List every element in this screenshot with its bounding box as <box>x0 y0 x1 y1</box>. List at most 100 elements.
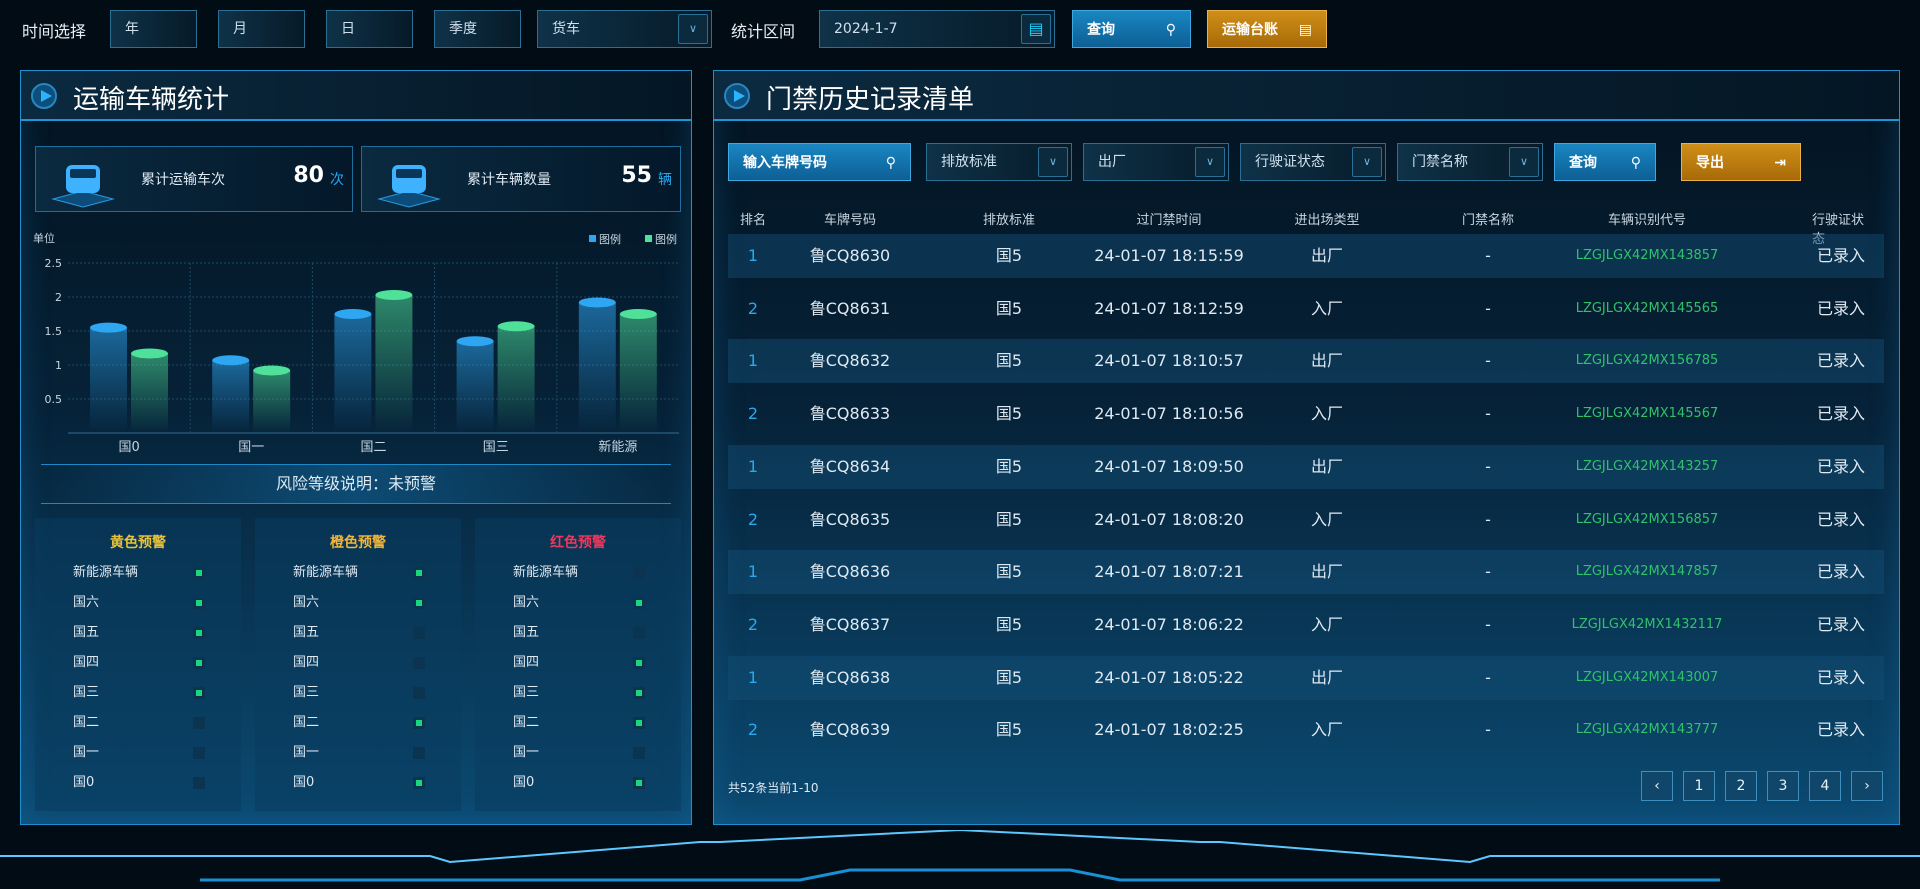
chevron-down-icon[interactable]: ∨ <box>1195 147 1225 177</box>
warning-item-label: 国一 <box>513 745 540 760</box>
bar-cap <box>131 348 168 359</box>
license-value: 行驶证状态 <box>1255 154 1325 170</box>
warning-item: 国一 <box>255 738 461 768</box>
table-row[interactable]: 1 鲁CQ8630 国5 24-01-07 18:15:59 出厂 - LZGJLGX42M… <box>728 234 1884 278</box>
bar-cap <box>212 355 250 366</box>
table-cell: 鲁CQ8630 <box>809 246 891 265</box>
search-icon: ⚲ <box>885 155 896 171</box>
prev-page-button[interactable]: ‹ <box>1641 771 1673 801</box>
gate-history-panel: 门禁历史记录清单 输入车牌号码 ⚲ 排放标准 ∨ 出厂 ∨ 行驶证状态 ∨ 门禁名称 ∨ … <box>713 70 1900 825</box>
y-tick-label: 1 <box>55 359 62 372</box>
warning-item: 国三 <box>255 678 461 708</box>
legend-label: 图例 <box>655 232 677 246</box>
query-button[interactable]: 查询 ⚲ <box>1554 143 1656 181</box>
table-cell: 已录入 <box>1816 456 1866 476</box>
warning-item: 国五 <box>255 618 461 648</box>
column-header: 过门禁时间 <box>1136 213 1202 228</box>
table-row[interactable]: 1 鲁CQ8632 国5 24-01-07 18:10:57 出厂 - LZGJLGX42M… <box>728 339 1884 384</box>
calendar-icon[interactable]: ▤ <box>1021 14 1051 44</box>
status-indicator-icon <box>413 777 425 789</box>
warning-item-label: 国三 <box>513 685 540 700</box>
table-cell: 24-01-07 18:09:50 <box>1094 456 1244 476</box>
table-cell: 国5 <box>995 351 1023 371</box>
warning-item: 国六 <box>35 588 241 618</box>
table-cell: 国5 <box>995 509 1023 529</box>
table-row[interactable]: 1 鲁CQ8634 国5 24-01-07 18:09:50 出厂 - LZGJLGX42M… <box>728 444 1884 489</box>
page-button[interactable]: 4 <box>1809 771 1841 801</box>
vehicle-type-select[interactable]: 货车 ∨ <box>537 10 712 48</box>
gate-select[interactable]: 门禁名称 ∨ <box>1397 143 1543 181</box>
plate-search-input[interactable]: 输入车牌号码 ⚲ <box>728 143 911 181</box>
warning-column: 黄色预警 新能源车辆 国六 国五 国四 国三 国二 国一 国0 <box>35 518 241 811</box>
table-cell: - <box>1485 298 1491 318</box>
table-cell: 2 <box>747 404 759 424</box>
table-cell: 国5 <box>995 720 1023 740</box>
table-cell: - <box>1485 667 1491 687</box>
table-row[interactable]: 2 鲁CQ8631 国5 24-01-07 18:12:59 入厂 - LZGJLGX42M… <box>728 287 1884 331</box>
bar-cap <box>90 322 127 333</box>
emission-select[interactable]: 排放标准 ∨ <box>926 143 1072 181</box>
table-row[interactable]: 1 鲁CQ8636 国5 24-01-07 18:07:21 出厂 - LZGJLGX42M… <box>728 550 1884 595</box>
time-select-label: 时间选择 <box>22 22 87 41</box>
status-indicator-icon <box>193 657 205 669</box>
bar-cap <box>253 365 291 376</box>
table-row[interactable]: 2 鲁CQ8635 国5 24-01-07 18:08:20 入厂 - LZGJLGX42M… <box>728 498 1884 542</box>
risk-level-banner: 风险等级说明：未预警 <box>41 464 671 504</box>
page-button[interactable]: 1 <box>1683 771 1715 801</box>
warning-item: 国0 <box>35 768 241 798</box>
table-cell: 入厂 <box>1310 404 1344 424</box>
status-indicator-icon <box>413 567 425 579</box>
legend-swatch <box>645 235 652 242</box>
license-select[interactable]: 行驶证状态 ∨ <box>1240 143 1386 181</box>
table-cell: 鲁CQ8638 <box>809 667 891 687</box>
warning-item-label: 国五 <box>513 625 540 640</box>
warning-item-label: 国二 <box>73 715 100 730</box>
search-icon: ⚲ <box>1630 155 1641 171</box>
table-cell: - <box>1485 246 1491 265</box>
chevron-down-icon[interactable]: ∨ <box>1038 147 1068 177</box>
stat-label: 累计运输车次 <box>141 172 225 188</box>
status-indicator-icon <box>413 717 425 729</box>
bar <box>619 314 657 433</box>
ledger-button[interactable]: 运输台账 ▤ <box>1207 10 1327 48</box>
status-indicator-icon <box>633 657 645 669</box>
chevron-down-icon[interactable]: ∨ <box>678 14 708 44</box>
table-cell: 已录入 <box>1816 298 1866 318</box>
chevron-down-icon[interactable]: ∨ <box>1352 147 1382 177</box>
table-row[interactable]: 2 鲁CQ8633 国5 24-01-07 18:10:56 入厂 - LZGJLGX42M… <box>728 392 1884 436</box>
table-cell: 2 <box>747 720 759 740</box>
table-row[interactable]: 2 鲁CQ8637 国5 24-01-07 18:06:22 入厂 - LZGJLGX42M… <box>728 603 1884 647</box>
warning-item-label: 国六 <box>73 595 100 610</box>
table-cell: 鲁CQ8634 <box>809 456 891 476</box>
gate-value: 门禁名称 <box>1412 154 1468 170</box>
next-page-button[interactable]: › <box>1851 771 1883 801</box>
y-tick-label: 1.5 <box>45 325 63 338</box>
direction-select[interactable]: 出厂 ∨ <box>1083 143 1229 181</box>
status-indicator-icon <box>193 687 205 699</box>
quarter-select[interactable]: 季度 <box>434 10 521 48</box>
year-select[interactable]: 年 <box>110 10 197 48</box>
export-button[interactable]: 导出 ⇥ <box>1681 143 1801 181</box>
table-cell: - <box>1485 614 1491 634</box>
day-select[interactable]: 日 <box>326 10 413 48</box>
table-cell: 已录入 <box>1816 667 1866 687</box>
date-input[interactable]: 2024-1-7 ▤ <box>819 10 1055 48</box>
page-button[interactable]: 3 <box>1767 771 1799 801</box>
warning-item: 国三 <box>475 678 681 708</box>
month-select[interactable]: 月 <box>218 10 305 48</box>
table-cell: LZGJLGX42MX156785 <box>1575 353 1719 369</box>
table-cell: 24-01-07 18:07:21 <box>1094 562 1244 582</box>
warning-item: 国六 <box>255 588 461 618</box>
table-row[interactable]: 1 鲁CQ8638 国5 24-01-07 18:05:22 出厂 - LZGJLGX42M… <box>728 655 1884 700</box>
page-button[interactable]: 2 <box>1725 771 1757 801</box>
bar-cap <box>375 289 413 300</box>
status-indicator-icon <box>193 567 205 579</box>
query-button[interactable]: 查询 ⚲ <box>1072 10 1191 48</box>
warning-item-label: 国六 <box>293 595 320 610</box>
vehicle-stats-panel: 运输车辆统计 累计运输车次 80 次 累计车辆数量 55 辆 单位 0.5 1 1.5… <box>20 70 692 825</box>
bar <box>456 341 494 433</box>
warning-item: 国五 <box>35 618 241 648</box>
chevron-down-icon[interactable]: ∨ <box>1509 147 1539 177</box>
table-row[interactable]: 2 鲁CQ8639 国5 24-01-07 18:02:25 入厂 - LZGJLGX42M… <box>728 708 1884 752</box>
direction-value: 出厂 <box>1098 154 1126 170</box>
